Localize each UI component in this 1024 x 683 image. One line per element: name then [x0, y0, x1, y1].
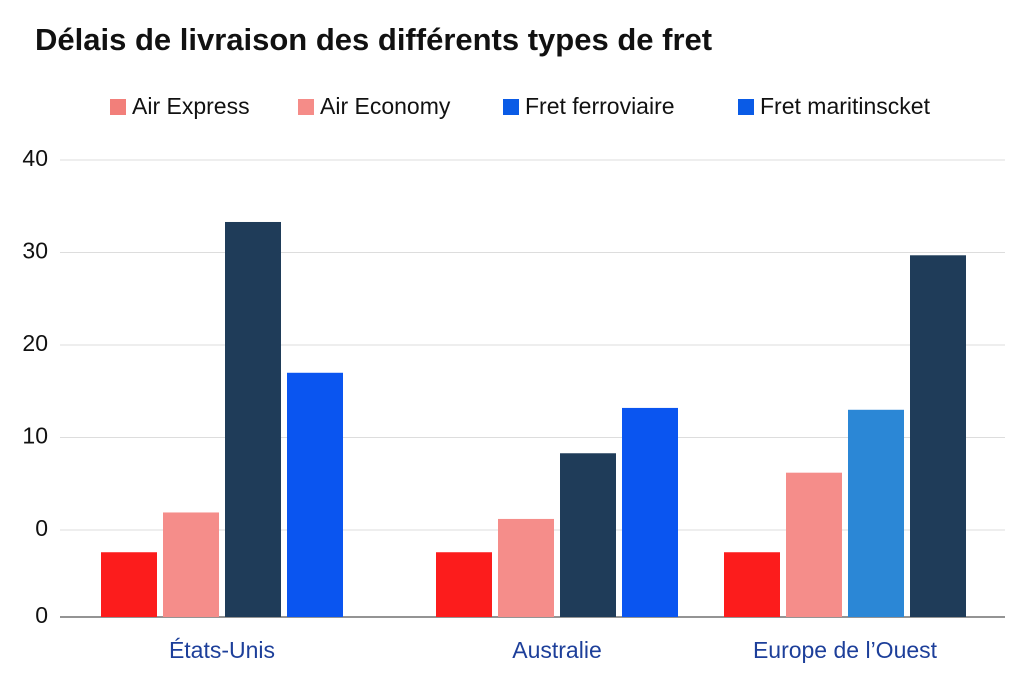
legend-swatch — [110, 99, 126, 115]
legend-swatch — [738, 99, 754, 115]
legend-label: Air Economy — [320, 93, 451, 119]
y-tick-label: 40 — [22, 145, 48, 171]
legend-swatch — [503, 99, 519, 115]
bar — [436, 552, 492, 617]
bar — [225, 221, 281, 617]
legend-label: Fret ferroviaire — [525, 93, 675, 119]
x-tick-label: États-Unis — [169, 637, 275, 663]
y-tick-label: 20 — [22, 330, 48, 356]
bar — [848, 409, 904, 617]
bar — [101, 552, 157, 617]
bar — [560, 453, 616, 617]
y-tick-label: 10 — [22, 423, 48, 449]
legend-swatch — [298, 99, 314, 115]
bar — [287, 372, 343, 617]
bar — [622, 407, 678, 617]
x-tick-label: Australie — [512, 637, 601, 663]
y-tick-label: 0 — [35, 602, 48, 628]
bar — [724, 552, 780, 617]
legend-label: Air Express — [132, 93, 250, 119]
y-tick-label: 30 — [22, 238, 48, 264]
bar — [910, 255, 966, 617]
bar — [163, 512, 219, 617]
x-tick-label: Europe de l’Ouest — [753, 637, 938, 663]
y-tick-label: 0 — [35, 515, 48, 541]
legend-label: Fret maritinscket — [760, 93, 931, 119]
chart-title: Délais de livraison des différents types… — [35, 22, 712, 57]
bar — [786, 472, 842, 617]
bar — [498, 518, 554, 617]
